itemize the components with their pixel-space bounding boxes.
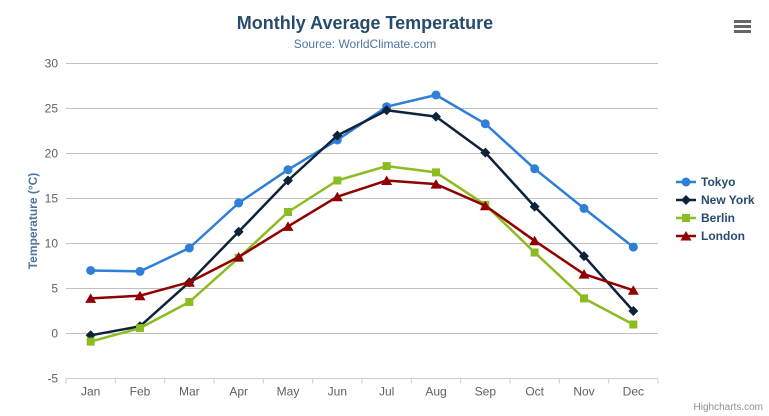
y-axis-label: 5 <box>51 282 58 296</box>
marker-london[interactable] <box>85 293 97 303</box>
marker-tokyo[interactable] <box>283 165 293 175</box>
x-axis-label: Oct <box>525 385 544 399</box>
hamburger-icon[interactable] <box>732 18 753 36</box>
marker-tokyo[interactable] <box>530 164 540 174</box>
square-legend-icon <box>676 214 696 222</box>
y-axis-title: Temperature (°C) <box>26 172 40 270</box>
x-axis-label: Nov <box>573 385 594 399</box>
marker-berlin[interactable] <box>629 320 638 329</box>
chart-subtitle: Source: WorldClimate.com <box>293 37 437 51</box>
marker-new-york[interactable] <box>628 306 639 316</box>
marker-berlin[interactable] <box>333 176 342 185</box>
x-axis-label: Feb <box>130 385 151 399</box>
marker-new-york[interactable] <box>233 226 244 237</box>
x-axis-label: Apr <box>229 385 248 399</box>
hamburger-bar <box>734 20 751 23</box>
marker-berlin[interactable] <box>86 337 95 346</box>
y-axis-label: 30 <box>45 57 59 71</box>
legend-label: Berlin <box>701 211 736 225</box>
marker-tokyo[interactable] <box>579 203 589 213</box>
series-line-london[interactable] <box>89 179 635 300</box>
marker-new-york[interactable] <box>381 105 392 116</box>
y-axis-label: 10 <box>45 237 59 251</box>
marker-berlin[interactable] <box>580 294 588 303</box>
marker-london[interactable] <box>529 235 541 246</box>
x-axis-label: Sep <box>475 385 497 399</box>
marker-london[interactable] <box>479 200 491 211</box>
series-line-tokyo[interactable] <box>89 93 635 273</box>
marker-tokyo[interactable] <box>480 119 490 129</box>
marker-london[interactable] <box>381 175 393 186</box>
marker-london[interactable] <box>282 221 294 231</box>
marker-berlin[interactable] <box>432 168 440 177</box>
hamburger-bar <box>734 30 751 33</box>
x-axis-label: Jan <box>81 385 100 399</box>
y-axis-label: 20 <box>45 147 59 161</box>
marker-london[interactable] <box>233 252 245 262</box>
marker-tokyo[interactable] <box>628 242 638 252</box>
series-line-berlin[interactable] <box>89 164 635 343</box>
circle-legend-icon <box>676 177 696 187</box>
marker-new-york[interactable] <box>283 175 293 186</box>
legend-item-new-york[interactable]: New York <box>676 193 755 207</box>
y-axis-label: 0 <box>51 327 58 341</box>
marker-tokyo[interactable] <box>431 90 441 100</box>
legend-item-london[interactable]: London <box>676 229 755 243</box>
marker-new-york[interactable] <box>579 251 589 262</box>
x-axis-label: Aug <box>425 385 446 399</box>
marker-new-york[interactable] <box>480 147 491 158</box>
x-axis-label: Jun <box>328 385 347 399</box>
marker-new-york[interactable] <box>332 130 343 141</box>
marker-london[interactable] <box>430 179 442 189</box>
marker-new-york[interactable] <box>431 111 441 122</box>
marker-berlin[interactable] <box>185 298 194 306</box>
chart-title: Monthly Average Temperature <box>236 13 494 33</box>
marker-tokyo[interactable] <box>86 266 96 275</box>
y-axis-label: 15 <box>45 192 59 206</box>
marker-london[interactable] <box>134 290 146 301</box>
marker-london[interactable] <box>627 285 639 295</box>
legend-label: Tokyo <box>701 175 736 189</box>
credits-link[interactable]: Highcharts.com <box>693 402 763 413</box>
triangle-legend-icon <box>676 231 696 241</box>
y-axis-label: -5 <box>47 372 58 386</box>
legend-label: New York <box>701 193 755 207</box>
legend-label: London <box>701 229 745 243</box>
marker-berlin[interactable] <box>382 162 391 171</box>
marker-london[interactable] <box>578 269 590 279</box>
legend-item-tokyo[interactable]: Tokyo <box>676 175 755 189</box>
marker-berlin[interactable] <box>530 248 539 257</box>
x-axis-label: Dec <box>623 385 644 399</box>
marker-berlin[interactable] <box>284 208 292 216</box>
legend-item-berlin[interactable]: Berlin <box>676 211 755 225</box>
marker-tokyo[interactable] <box>135 266 145 276</box>
marker-tokyo[interactable] <box>234 198 244 208</box>
x-axis-label: Mar <box>179 385 200 399</box>
x-axis-label: Jul <box>379 385 394 399</box>
hamburger-bar <box>734 25 751 28</box>
marker-london[interactable] <box>183 277 195 287</box>
series-line-new-york[interactable] <box>89 109 635 337</box>
marker-tokyo[interactable] <box>184 243 194 253</box>
marker-berlin[interactable] <box>136 324 144 333</box>
marker-new-york[interactable] <box>529 201 540 212</box>
marker-london[interactable] <box>331 191 343 202</box>
diamond-legend-icon <box>676 195 696 205</box>
legend: Tokyo New York Berlin London <box>676 175 755 243</box>
x-axis-label: May <box>277 385 300 399</box>
y-axis-label: 25 <box>45 102 59 116</box>
